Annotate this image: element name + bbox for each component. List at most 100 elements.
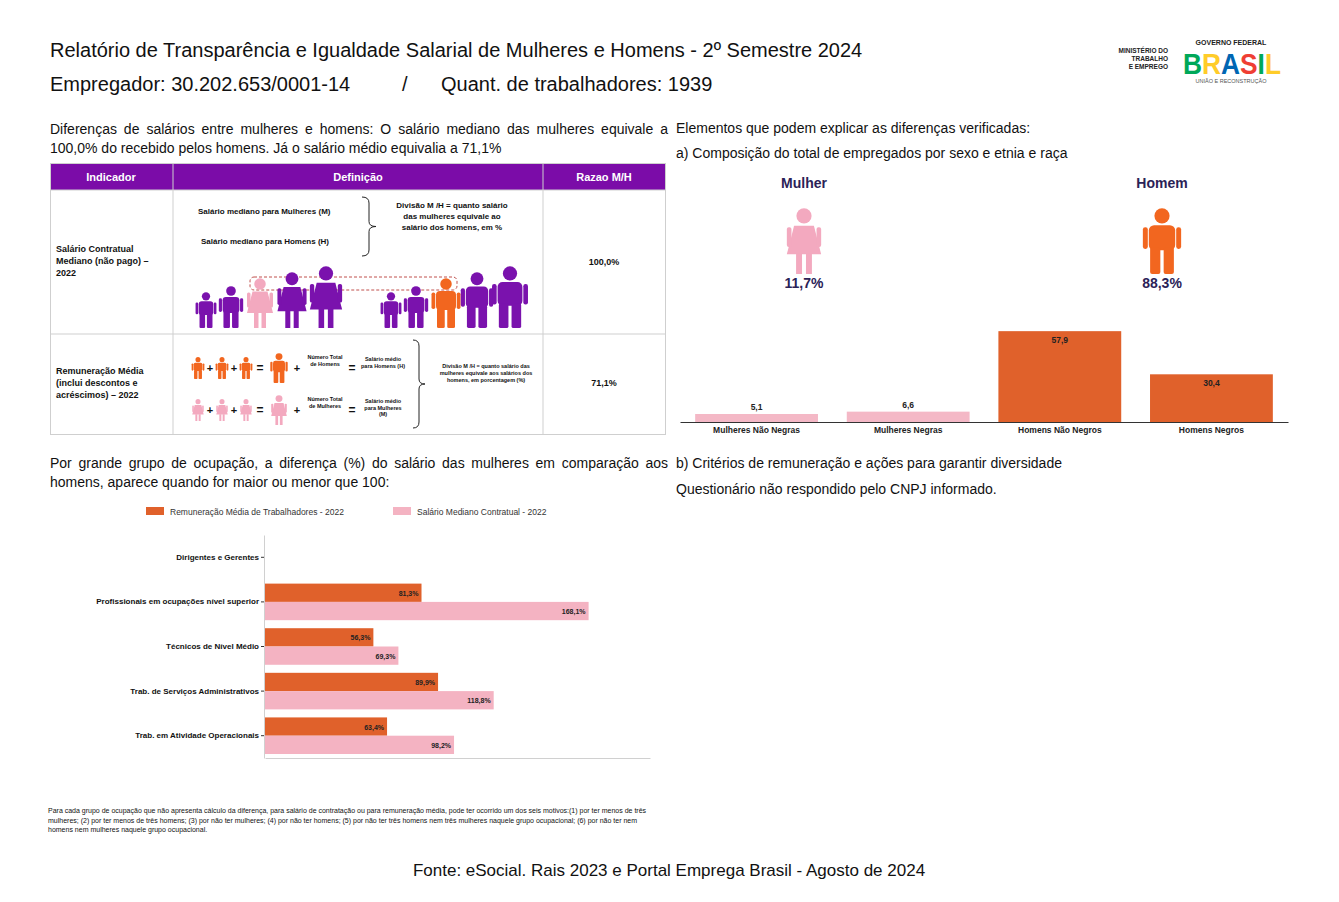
operator: + <box>207 404 213 416</box>
person-part <box>425 298 428 312</box>
logo-brasil: BRASIL <box>1183 47 1281 80</box>
person-part <box>796 208 811 223</box>
group-label: Mulher <box>781 175 827 191</box>
person-part <box>437 308 445 328</box>
person-part <box>194 370 197 379</box>
tick-label: Mulheres Negras <box>874 425 943 435</box>
bar <box>1150 374 1273 422</box>
formula-text: Número Total de Mulheres <box>306 396 344 409</box>
bars <box>695 331 1273 422</box>
person-part <box>385 314 391 328</box>
person-part <box>303 288 307 305</box>
tick-mark <box>261 646 264 647</box>
person-part <box>270 362 272 372</box>
person-part <box>219 414 221 421</box>
person-part <box>199 370 202 379</box>
person-part <box>275 416 278 425</box>
bar <box>265 584 422 602</box>
person-part <box>216 405 227 414</box>
person-part <box>247 414 249 421</box>
logo-letter: L <box>1265 47 1281 80</box>
logo-letter: R <box>1202 47 1221 80</box>
logo-letter: B <box>1183 47 1202 80</box>
person-part <box>523 284 528 304</box>
person-part <box>408 311 415 328</box>
logo-letter: S <box>1240 47 1258 80</box>
logo-gov: GOVERNO FEDERAL <box>1196 39 1268 46</box>
person-part <box>319 309 325 328</box>
bar <box>265 717 387 735</box>
data-label: 81,3% <box>399 590 420 598</box>
division-text: Divisão M /H = quanto salário das mulher… <box>432 363 540 383</box>
intro: Diferenças de salários entre mulheres e … <box>50 120 668 158</box>
person-part <box>247 370 250 379</box>
ratio: 71,1% <box>591 378 617 388</box>
person-part <box>223 311 230 328</box>
operator: + <box>294 404 300 416</box>
bar <box>265 673 438 691</box>
person-part <box>195 414 197 421</box>
person-icon <box>216 399 227 421</box>
person-part <box>219 298 222 312</box>
data-label: 57,9 <box>1052 335 1069 345</box>
separator: / <box>402 73 408 95</box>
tick: Mulheres Negras <box>874 422 943 435</box>
person-part <box>408 297 425 313</box>
person-part <box>492 284 497 304</box>
person-part <box>195 399 200 404</box>
person-part <box>270 293 274 308</box>
data-label: 89,9% <box>415 679 436 687</box>
person-icon <box>240 399 251 421</box>
person-part <box>243 357 248 362</box>
brace <box>362 197 376 256</box>
tick-mark <box>261 691 264 692</box>
person-icon <box>270 353 287 383</box>
section-subtitle: a) Composição do total de empregados por… <box>676 145 1068 161</box>
tick: Profissionais em ocupações nível superio… <box>96 597 264 606</box>
person-part <box>216 363 218 370</box>
person-part <box>271 404 273 413</box>
definition: Salário mediano para Mulheres (M) <box>198 207 331 216</box>
person-part <box>503 266 517 280</box>
logo-ministry: TRABALHO <box>1132 55 1168 62</box>
bar <box>265 602 589 620</box>
legend-label: Salário Mediano Contratual - 2022 <box>417 507 547 517</box>
person-part <box>218 363 227 371</box>
person-part <box>214 302 217 314</box>
person-part <box>192 405 194 412</box>
data-label: 118,8% <box>467 697 491 705</box>
person-icon <box>196 292 217 328</box>
tick-label: Mulheres Não Negras <box>713 425 800 435</box>
person-part <box>192 405 203 414</box>
indicator: Salário Contratual Mediano (não pago) – … <box>56 243 168 279</box>
person-icon <box>404 286 428 328</box>
person-part <box>251 363 253 370</box>
table-col-line <box>543 163 544 434</box>
person-part <box>1176 227 1181 249</box>
logo-letter: I <box>1258 47 1265 80</box>
table-col-line <box>173 163 174 434</box>
logo-ministry: MINISTÉRIO DO <box>1119 46 1168 54</box>
person-icon <box>787 208 821 274</box>
person-part <box>478 306 487 328</box>
person-part <box>202 292 210 300</box>
employer: Empregador: 30.202.653/0001-14 <box>50 73 350 95</box>
person-part <box>247 293 251 308</box>
person-part <box>384 301 398 315</box>
section-text: Questionário não respondido pelo CNPJ in… <box>676 481 997 497</box>
table-row-line <box>50 190 665 191</box>
person-part <box>218 370 221 379</box>
group-pct: 88,3% <box>1142 275 1182 291</box>
logo-tagline: UNIÃO E RECONSTRUÇÃO <box>1196 78 1268 84</box>
axis-line <box>681 422 1289 423</box>
person-part <box>199 414 201 421</box>
person-part <box>467 306 476 328</box>
person-icon <box>1143 208 1181 274</box>
person-part <box>1149 225 1175 250</box>
tick-label: Homens Negros <box>1179 425 1244 435</box>
person-icon <box>492 266 528 328</box>
person-icon <box>192 357 205 379</box>
person-part <box>817 227 822 247</box>
person-part <box>806 254 812 274</box>
person-part <box>338 284 342 303</box>
